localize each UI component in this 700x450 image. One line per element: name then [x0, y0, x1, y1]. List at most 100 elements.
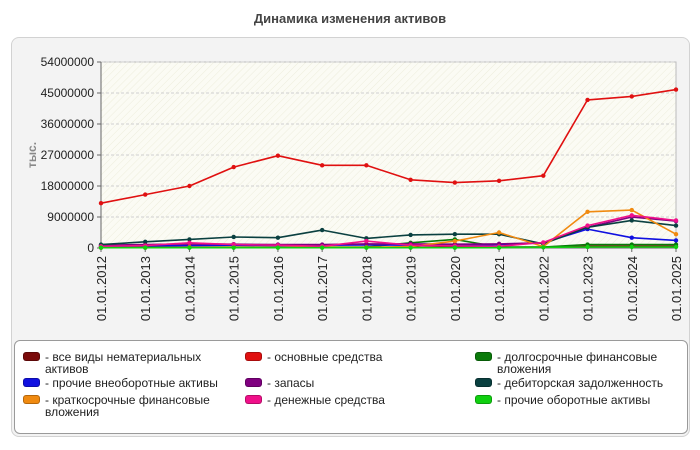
data-point [496, 230, 502, 235]
x-tick-label: 01.01.2022 [536, 256, 551, 321]
data-point [231, 234, 236, 240]
grid-lines [101, 61, 676, 218]
series-line [100, 219, 677, 246]
x-tick-label: 01.01.2018 [359, 256, 374, 321]
data-point [541, 240, 546, 245]
data-point [452, 232, 458, 237]
data-point [143, 239, 148, 244]
series-line [100, 88, 677, 204]
data-point [231, 164, 236, 170]
data-point [452, 245, 458, 250]
data-point [629, 244, 634, 250]
x-tick-label: 01.01.2015 [227, 256, 242, 321]
data-point [187, 183, 192, 189]
data-point [629, 235, 634, 240]
legend-swatch [23, 395, 40, 404]
legend-label: - основные средства [267, 350, 383, 364]
data-point [364, 238, 369, 244]
data-point [364, 245, 369, 250]
data-point [673, 232, 679, 237]
data-point [98, 245, 104, 250]
x-tick-label: 01.01.2021 [492, 256, 507, 321]
data-point [143, 245, 148, 250]
data-point [673, 244, 679, 250]
legend: - все виды нематериальных активов - прочи… [14, 340, 688, 434]
data-point [673, 238, 679, 243]
series-9 [98, 244, 679, 250]
y-axis-label: тыс. [25, 142, 39, 168]
y-tick-label: 18000000 [41, 179, 95, 193]
data-point [452, 180, 458, 185]
data-point [496, 178, 502, 184]
data-point [585, 97, 590, 103]
data-point [629, 94, 634, 99]
series-line [100, 214, 677, 248]
data-point [673, 218, 679, 223]
x-tick-label: 01.01.2025 [669, 256, 684, 321]
series-line [101, 246, 676, 249]
legend-label: - запасы [267, 376, 315, 390]
data-point [408, 177, 413, 182]
data-point [408, 232, 413, 238]
x-axis: 01.01.2012 01.01.2013 01.01.2014 01.01.2015… [94, 248, 684, 321]
data-point [275, 235, 281, 240]
legend-swatch [245, 378, 262, 387]
x-tick-label: 01.01.2024 [625, 256, 640, 321]
data-point [541, 245, 546, 250]
data-point [585, 209, 590, 215]
data-point [364, 163, 369, 168]
x-tick-label: 01.01.2016 [271, 256, 286, 321]
data-point [585, 223, 590, 228]
data-point [275, 245, 281, 250]
data-point [143, 192, 148, 197]
data-point [319, 245, 325, 250]
legend-swatch [23, 352, 40, 361]
data-point [629, 213, 634, 218]
legend-label: - денежные средства [267, 393, 385, 407]
data-point [187, 237, 192, 242]
legend-label: - все виды нематериальных активов [45, 350, 202, 376]
y-tick-label: 9000000 [47, 210, 94, 224]
legend-label: - дебиторская задолженность [497, 376, 664, 390]
legend-swatch [23, 378, 40, 387]
data-point [629, 218, 634, 223]
y-tick-label: 45000000 [41, 86, 95, 100]
x-tick-label: 01.01.2014 [182, 256, 197, 321]
legend-swatch [475, 395, 492, 404]
data-point [231, 242, 236, 247]
data-point [629, 207, 634, 213]
data-point [187, 245, 192, 250]
data-point [275, 153, 281, 158]
data-point [452, 238, 458, 244]
y-tick-label: 36000000 [41, 117, 95, 131]
legend-label: - прочие внеоборотные активы [45, 376, 218, 390]
legend-label: - прочие оборотные активы [497, 393, 651, 407]
legend-swatch [245, 352, 262, 361]
x-tick-label: 01.01.2020 [448, 256, 463, 321]
x-tick-label: 01.01.2023 [581, 256, 596, 321]
data-point [496, 245, 502, 250]
y-tick-label: 27000000 [41, 148, 95, 162]
x-tick-label: 01.01.2017 [315, 256, 330, 321]
y-axis: 0 9000000 18000000 27000000 36000000 45000000… [41, 55, 676, 255]
x-tick-label: 01.01.2013 [138, 256, 153, 321]
data-point [231, 245, 236, 250]
series-lines [98, 87, 679, 250]
legend-swatch [245, 395, 262, 404]
y-tick-label: 54000000 [41, 55, 95, 69]
data-point [541, 173, 546, 178]
y-tick-label: 0 [87, 241, 94, 255]
series-2 [98, 87, 679, 206]
data-point [319, 227, 325, 233]
x-tick-label: 01.01.2019 [404, 256, 419, 321]
chart-title: Динамика изменения активов [253, 11, 447, 26]
data-point [319, 163, 325, 168]
data-point [98, 201, 104, 206]
legend-label: - долгосрочные финансовые вложения [497, 350, 658, 376]
series-line [100, 228, 677, 248]
data-point [585, 244, 590, 250]
data-point [408, 245, 413, 250]
data-point [673, 87, 679, 92]
x-tick-label: 01.01.2012 [94, 256, 109, 321]
